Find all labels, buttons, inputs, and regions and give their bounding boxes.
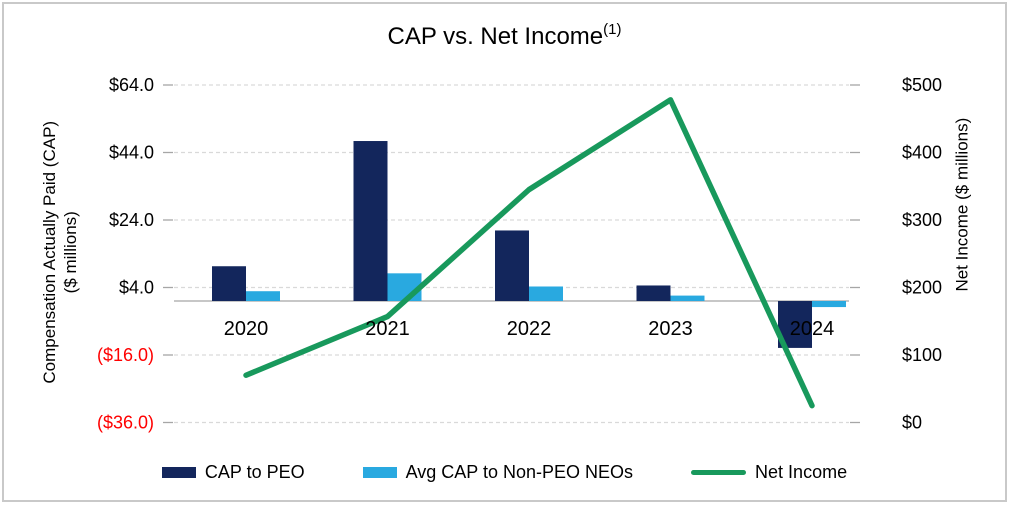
legend-label-avg-cap-non-peo: Avg CAP to Non-PEO NEOs xyxy=(405,461,634,482)
cap-to-peo-swatch-icon xyxy=(161,466,196,478)
year-label: 2022 xyxy=(507,318,552,340)
chart-title-footnote-marker: (1) xyxy=(603,21,622,38)
left-tick-label: $4.0 xyxy=(119,278,154,298)
legend-label-cap-to-peo: CAP to PEO xyxy=(204,461,305,482)
legend-label-net-income: Net Income xyxy=(755,461,848,482)
year-label: 2020 xyxy=(224,318,269,340)
net-income-line xyxy=(243,97,815,409)
plot-area: $64.0 $500 $44.0 $400 $24.0 $300 $4.0 $200 ($16.… xyxy=(97,75,942,433)
bar-cap-to-peo xyxy=(212,266,246,301)
legend-item-net-income: Net Income xyxy=(691,462,847,483)
right-tick-label: $100 xyxy=(902,345,942,365)
left-tick-label: ($16.0) xyxy=(97,345,154,365)
left-tick-label: $44.0 xyxy=(109,143,154,163)
bar-cap-to-peo xyxy=(636,285,671,301)
legend-item-avg-cap-non-peo: Avg CAP to Non-PEO NEOs xyxy=(362,461,634,483)
right-tick-label: $500 xyxy=(902,75,942,95)
year-label: 2024 xyxy=(790,318,835,340)
chart-title-text: CAP vs. Net Income xyxy=(387,23,604,50)
avg-cap-non-peo-swatch-icon xyxy=(362,466,397,478)
bar-avg-cap-non-peo xyxy=(670,295,705,301)
legend: CAP to PEO Avg CAP to Non-PEO NEOs Net I… xyxy=(4,458,1005,486)
right-tick-label: $200 xyxy=(902,278,942,298)
bar-cap-to-peo xyxy=(495,230,529,301)
bar-avg-cap-non-peo xyxy=(246,291,280,301)
right-tick-label: $300 xyxy=(902,210,942,230)
bar-avg-cap-non-peo xyxy=(387,273,422,301)
bar-cap-to-peo xyxy=(353,141,388,301)
legend-item-cap-to-peo: CAP to PEO xyxy=(161,461,305,483)
left-tick-label: $24.0 xyxy=(109,210,154,230)
bar-avg-cap-non-peo xyxy=(529,286,563,301)
year-label: 2023 xyxy=(648,318,693,340)
right-tick-label: $0 xyxy=(902,413,922,433)
right-tick-label: $400 xyxy=(902,143,942,163)
left-tick-label: ($36.0) xyxy=(97,413,154,433)
bar-avg-cap-non-peo xyxy=(812,301,846,308)
net-income-line-swatch-icon xyxy=(691,469,747,475)
year-label: 2021 xyxy=(365,318,410,340)
left-tick-label: $64.0 xyxy=(109,75,154,95)
chart-title: CAP vs. Net Income(1) xyxy=(4,21,1005,51)
